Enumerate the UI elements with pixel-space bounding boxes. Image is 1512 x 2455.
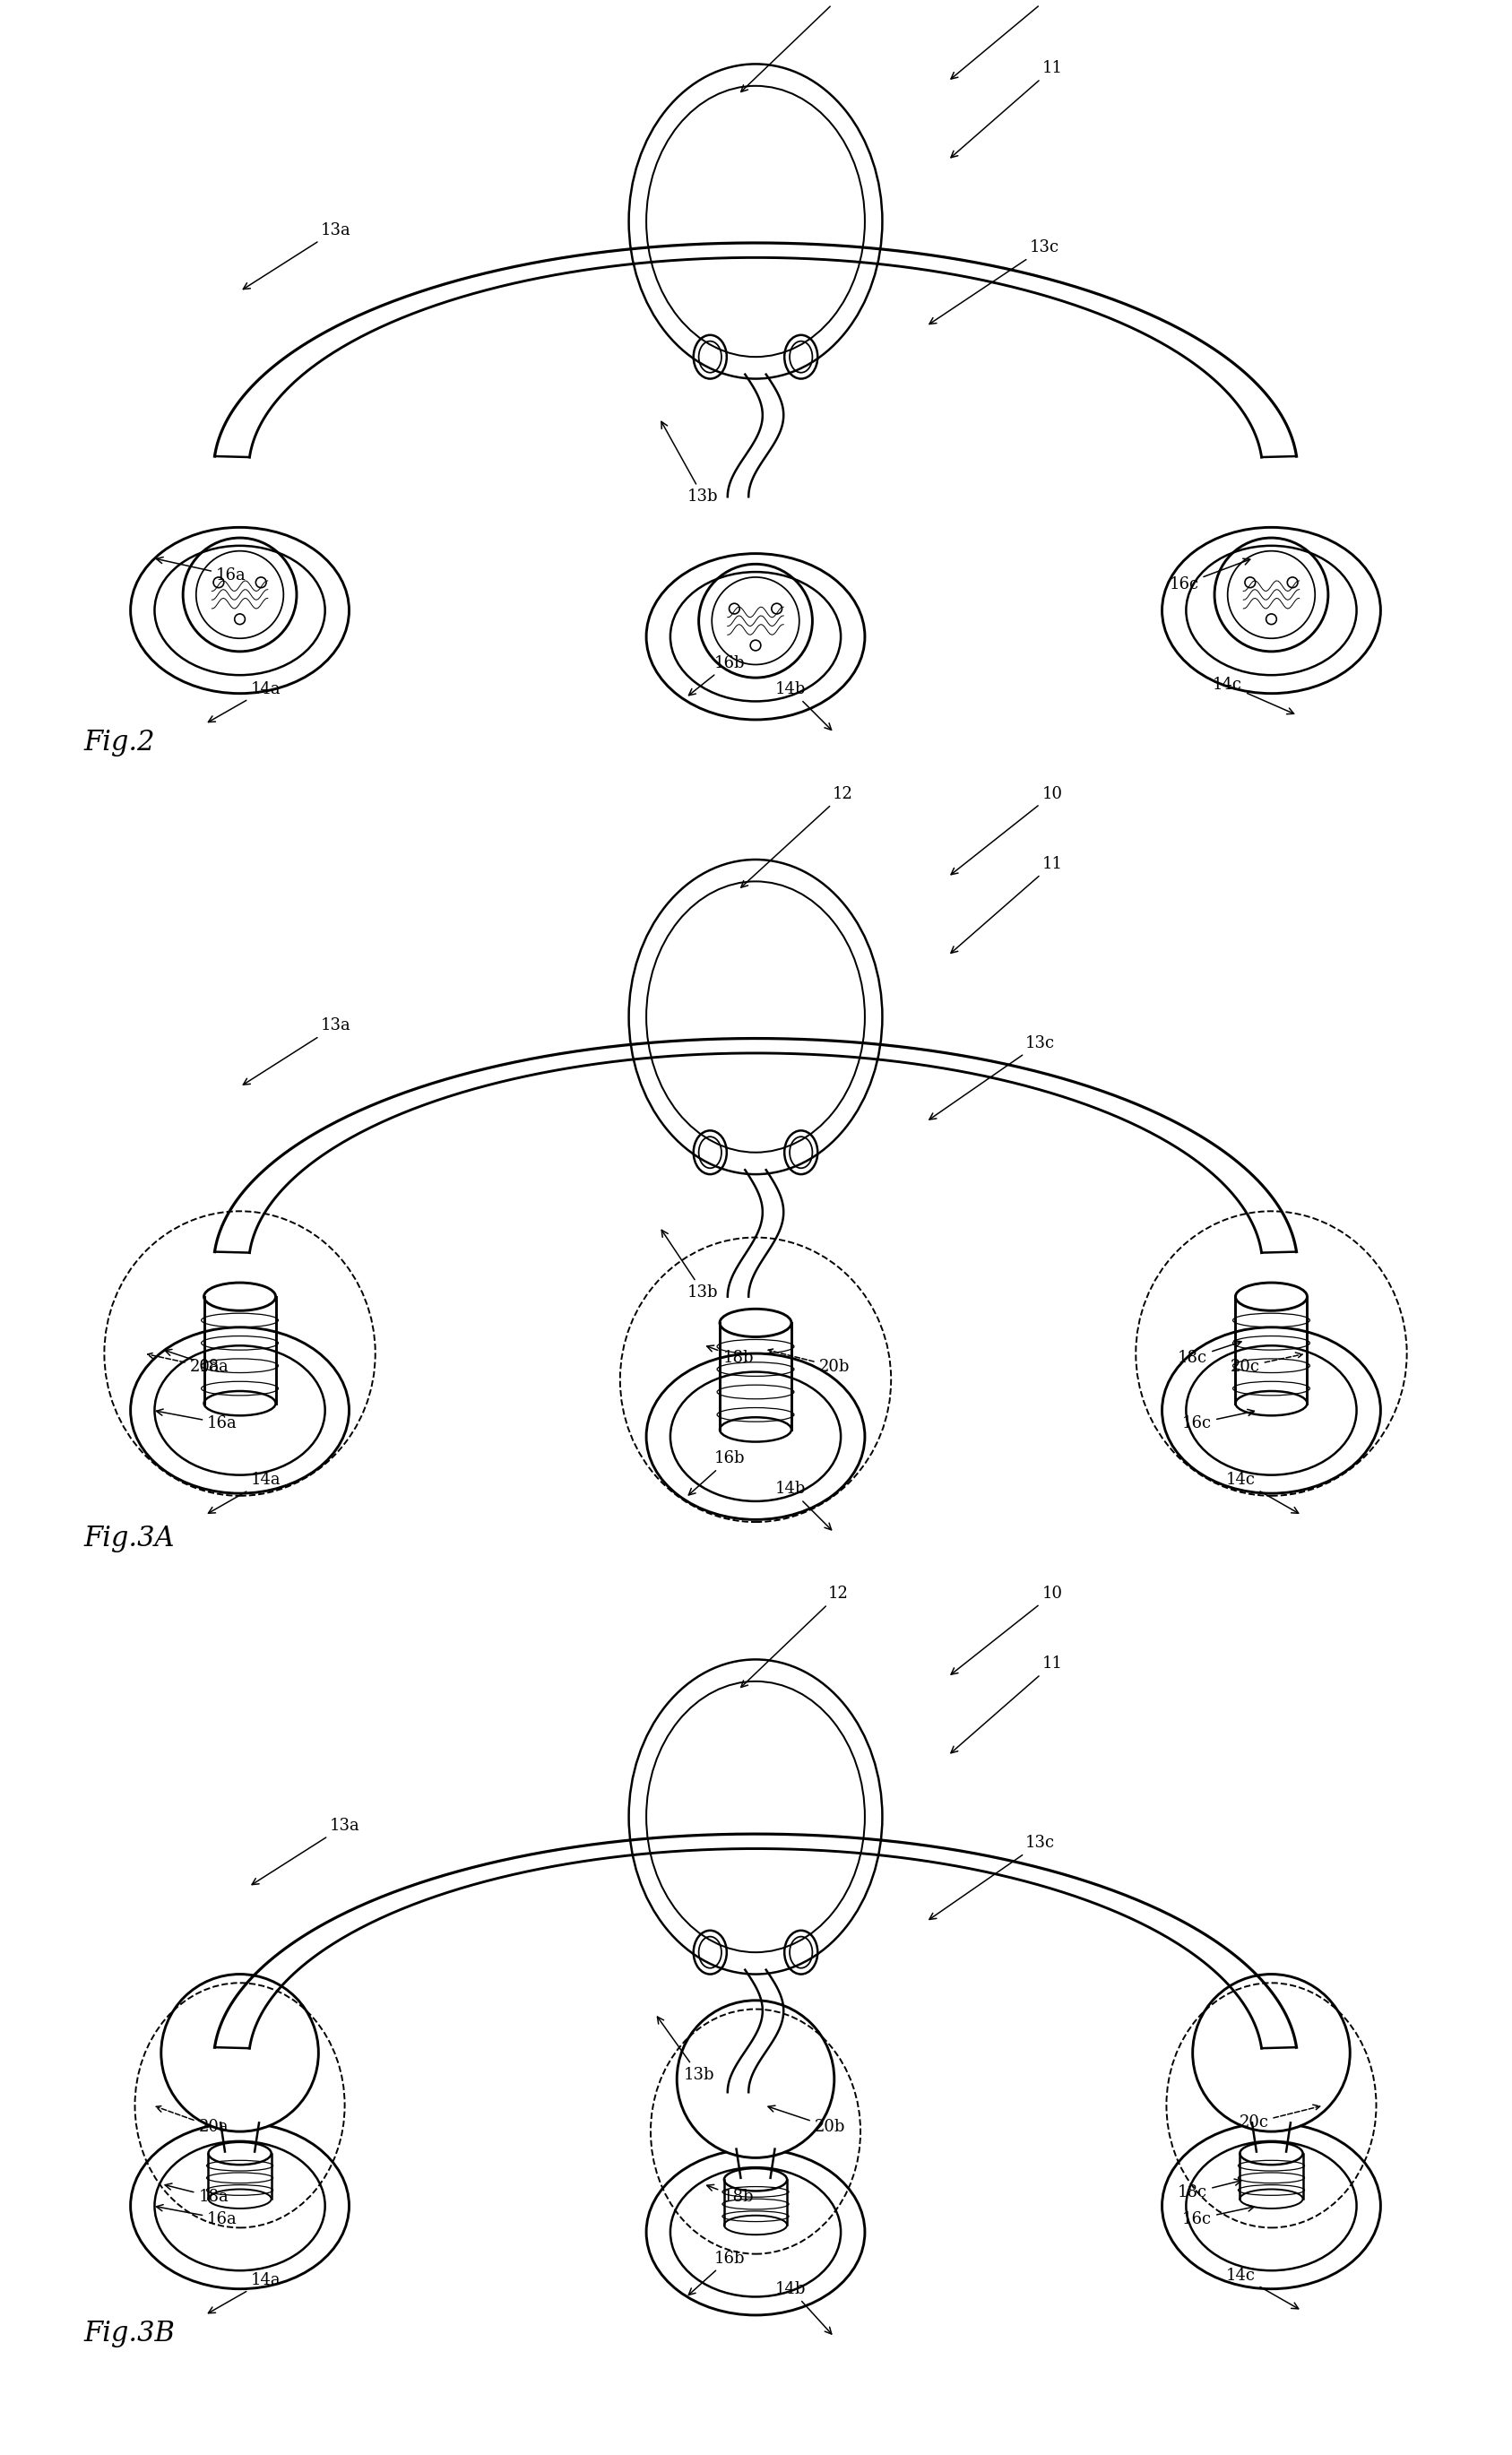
Text: 16a: 16a	[156, 1409, 237, 1431]
Text: 13a: 13a	[253, 1817, 360, 1885]
Text: 10: 10	[951, 0, 1063, 79]
Text: 12: 12	[741, 786, 853, 886]
Text: 16b: 16b	[688, 2251, 745, 2295]
Text: 20b: 20b	[768, 2106, 845, 2136]
Text: 10: 10	[951, 786, 1063, 874]
Text: 14a: 14a	[209, 2271, 281, 2313]
Text: 11: 11	[951, 61, 1063, 157]
Circle shape	[162, 1974, 319, 2131]
Text: 20a: 20a	[148, 1353, 219, 1375]
Text: 13c: 13c	[930, 1834, 1054, 1920]
Text: 13b: 13b	[662, 1230, 718, 1301]
Text: 20c: 20c	[1238, 2104, 1320, 2131]
Text: 18a: 18a	[165, 2182, 228, 2205]
Text: 18b: 18b	[708, 1345, 753, 1365]
Text: 20b: 20b	[768, 1348, 850, 1375]
Text: 11: 11	[951, 857, 1063, 953]
Text: 16a: 16a	[156, 557, 246, 584]
Text: 14b: 14b	[776, 680, 832, 729]
Text: 13b: 13b	[658, 2018, 714, 2082]
Text: 14b: 14b	[776, 1480, 832, 1529]
Text: 18c: 18c	[1178, 2180, 1241, 2200]
Circle shape	[677, 2001, 835, 2158]
Text: 18c: 18c	[1178, 1340, 1241, 1365]
Text: 18a: 18a	[165, 1350, 228, 1375]
Circle shape	[1193, 1974, 1350, 2131]
Text: 13a: 13a	[243, 1016, 351, 1085]
Text: 16b: 16b	[689, 655, 745, 695]
Text: 14a: 14a	[209, 1473, 281, 1512]
Text: 11: 11	[951, 1655, 1063, 1753]
Text: 14c: 14c	[1213, 678, 1294, 714]
Text: 14c: 14c	[1226, 1473, 1299, 1512]
Text: 20a: 20a	[156, 2106, 228, 2136]
Text: 16a: 16a	[156, 2205, 237, 2227]
Text: 14b: 14b	[776, 2281, 832, 2335]
Text: 14c: 14c	[1226, 2268, 1299, 2308]
Text: 14a: 14a	[209, 680, 281, 722]
Text: 10: 10	[951, 1586, 1063, 1674]
Text: Fig.3A: Fig.3A	[85, 1525, 175, 1552]
Text: Fig.3B: Fig.3B	[85, 2320, 175, 2347]
Text: 12: 12	[741, 1586, 848, 1687]
Text: 20c: 20c	[1231, 1353, 1302, 1375]
Text: 13a: 13a	[243, 221, 351, 290]
Text: 16b: 16b	[688, 1451, 745, 1495]
Text: 13c: 13c	[930, 241, 1058, 324]
Text: 18b: 18b	[708, 2185, 753, 2205]
Text: 13b: 13b	[661, 422, 718, 506]
Text: Fig.2: Fig.2	[85, 729, 156, 756]
Text: 13c: 13c	[930, 1036, 1054, 1119]
Text: 16c: 16c	[1182, 2205, 1255, 2227]
Text: 16c: 16c	[1182, 1409, 1255, 1431]
Text: 16c: 16c	[1169, 560, 1250, 592]
Text: 12: 12	[741, 0, 853, 91]
